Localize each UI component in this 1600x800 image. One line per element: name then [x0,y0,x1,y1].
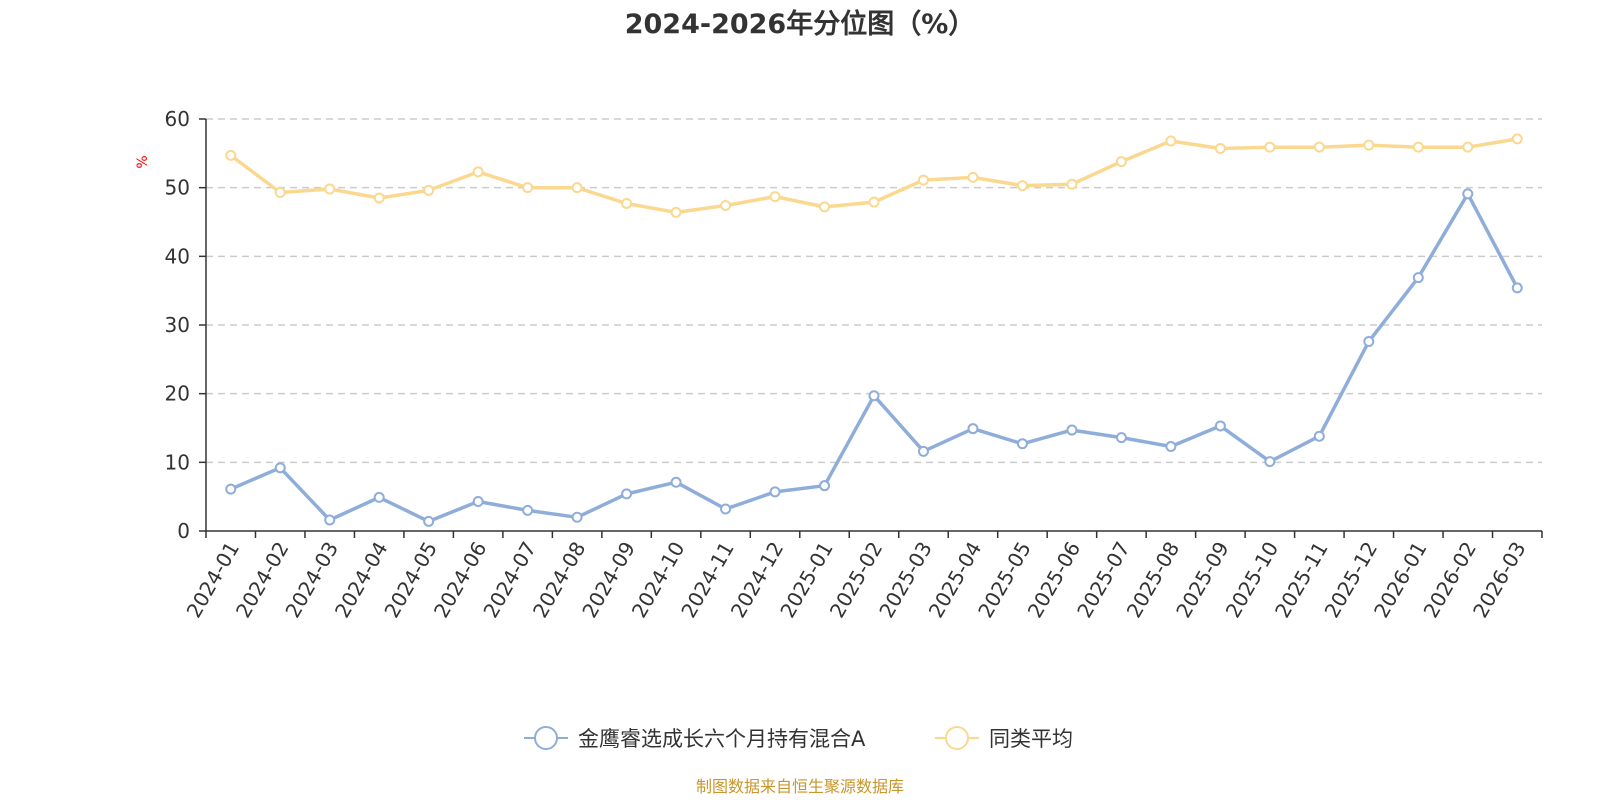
data-point-s1-2025-08[interactable] [1165,135,1177,147]
data-point-s1-2024-06[interactable] [472,166,484,178]
data-point-s1-2025-12[interactable] [1363,139,1375,151]
data-point-s1-2026-02[interactable] [1462,141,1474,153]
data-point-s0-2025-10[interactable] [1264,456,1276,468]
y-tick-label-40: 40 [165,244,190,268]
data-point-s1-2025-11[interactable] [1313,141,1325,153]
y-tick-label-20: 20 [165,382,190,406]
y-tick-label-0: 0 [177,519,190,543]
data-point-s1-2025-07[interactable] [1115,156,1127,168]
data-point-s1-2025-10[interactable] [1264,141,1276,153]
data-point-s1-2024-03[interactable] [324,183,336,195]
data-point-s1-2025-03[interactable] [917,174,929,186]
data-point-s0-2026-02[interactable] [1462,188,1474,200]
y-axis-label: % [135,155,151,168]
data-point-s1-2024-12[interactable] [769,191,781,203]
data-point-s0-2024-12[interactable] [769,486,781,498]
data-point-s0-2025-06[interactable] [1066,424,1078,436]
data-point-s1-2024-10[interactable] [670,206,682,218]
data-point-s0-2024-04[interactable] [373,491,385,503]
data-point-s0-2025-04[interactable] [967,423,979,435]
data-point-s1-2025-05[interactable] [1016,180,1028,192]
axes [199,118,1543,538]
data-point-s0-2025-12[interactable] [1363,335,1375,347]
data-point-s0-2024-05[interactable] [423,515,435,527]
data-point-s0-2025-07[interactable] [1115,432,1127,444]
legend-marker-0 [534,726,558,750]
legend[interactable]: 金鹰睿选成长六个月持有混合A 同类平均 [524,726,1073,751]
source-note: 制图数据来自恒生聚源数据库 [696,777,904,796]
data-point-s1-2025-04[interactable] [967,171,979,183]
data-point-s1-2024-01[interactable] [225,149,237,161]
legend-label-0: 金鹰睿选成长六个月持有混合A [578,727,866,751]
legend-item-1[interactable]: 同类平均 [935,726,1073,751]
data-point-s0-2025-02[interactable] [868,390,880,402]
data-point-s0-2024-02[interactable] [274,462,286,474]
y-tick-label-50: 50 [165,176,190,200]
data-point-s0-2026-01[interactable] [1412,272,1424,284]
data-point-s1-2024-04[interactable] [373,192,385,204]
data-point-s1-2024-11[interactable] [720,200,732,212]
data-point-s1-2025-01[interactable] [819,201,831,213]
data-point-s1-2024-09[interactable] [621,197,633,209]
y-tick-label-10: 10 [165,450,190,474]
data-point-s0-2025-11[interactable] [1313,430,1325,442]
data-point-s1-2025-02[interactable] [868,196,880,208]
data-point-s0-2024-10[interactable] [670,476,682,488]
legend-label-1: 同类平均 [989,727,1073,751]
y-tick-label-30: 30 [165,313,190,337]
data-point-s1-2024-08[interactable] [571,182,583,194]
data-point-s1-2024-07[interactable] [522,182,534,194]
data-point-s0-2026-03[interactable] [1511,282,1523,294]
data-point-s0-2024-06[interactable] [472,495,484,507]
data-point-s0-2024-08[interactable] [571,511,583,523]
x-tick-labels: 2024-012024-022024-032024-042024-052024-… [181,538,1530,622]
data-point-s0-2024-01[interactable] [225,483,237,495]
y-tick-label-60: 60 [165,107,190,131]
series-lines [225,133,1523,527]
legend-item-0[interactable]: 金鹰睿选成长六个月持有混合A [524,726,866,751]
data-point-s0-2024-07[interactable] [522,504,534,516]
data-point-s0-2025-05[interactable] [1016,438,1028,450]
data-point-s0-2025-09[interactable] [1214,420,1226,432]
data-point-s1-2025-09[interactable] [1214,143,1226,155]
series-line-0 [228,192,1520,524]
legend-marker-1 [945,726,969,750]
y-tick-labels: 0 10 20 30 40 50 60 [165,107,190,543]
data-point-s1-2026-03[interactable] [1511,133,1523,145]
grid-lines [206,118,1542,464]
chart-title: 2024-2026年分位图（%） [625,8,976,40]
data-point-s0-2024-11[interactable] [720,503,732,515]
data-point-s0-2025-03[interactable] [917,445,929,457]
data-point-s0-2024-03[interactable] [324,514,336,526]
data-point-s1-2024-02[interactable] [274,186,286,198]
data-point-s0-2024-09[interactable] [621,488,633,500]
data-point-s0-2025-08[interactable] [1165,441,1177,453]
data-point-s1-2026-01[interactable] [1412,141,1424,153]
data-point-s1-2025-06[interactable] [1066,178,1078,190]
data-point-s1-2024-05[interactable] [423,184,435,196]
data-point-s0-2025-01[interactable] [819,480,831,492]
